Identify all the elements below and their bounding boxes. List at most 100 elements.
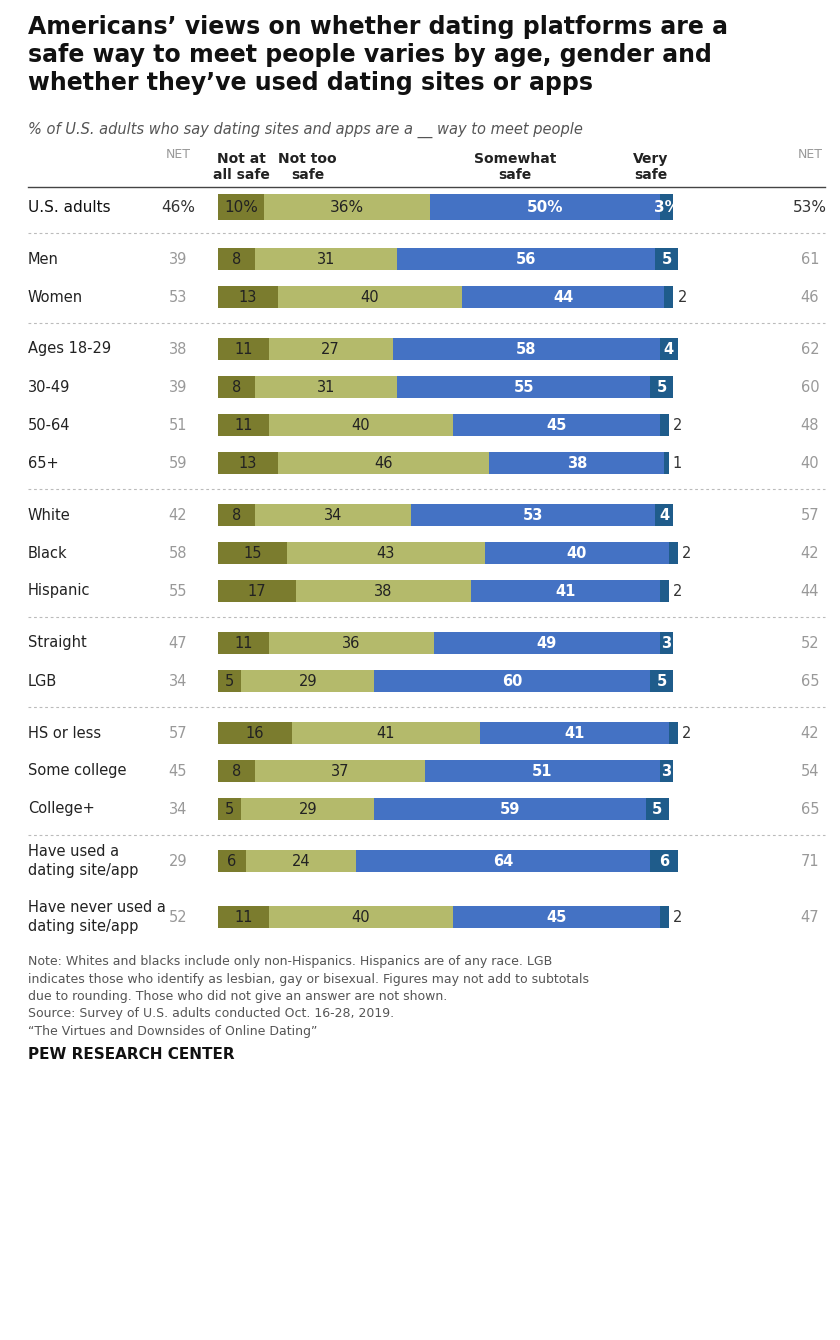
Text: 64: 64 [493,854,513,868]
Text: 2: 2 [682,545,691,560]
Text: 11: 11 [234,635,253,650]
Text: 43: 43 [376,545,395,560]
Text: 3: 3 [661,635,671,650]
Bar [650,670,674,691]
Bar [264,194,429,220]
Text: 65+: 65+ [28,456,59,470]
Text: 27: 27 [322,342,340,356]
Text: 65: 65 [801,674,819,689]
Text: 51: 51 [532,764,553,779]
Text: 38: 38 [375,583,393,599]
Bar [218,248,255,269]
Text: 53: 53 [523,508,543,523]
Text: 46%: 46% [161,200,195,214]
Bar [269,906,453,929]
Bar [218,377,255,398]
Bar [646,799,669,820]
Text: 40: 40 [351,910,370,925]
Bar [241,670,375,691]
Text: 62: 62 [801,342,819,356]
Text: 6: 6 [227,854,236,868]
Text: 53%: 53% [793,200,827,214]
Text: 40: 40 [567,545,587,560]
Bar [485,541,669,564]
Text: 48: 48 [801,418,819,433]
Text: 16: 16 [245,725,264,741]
Text: NET: NET [165,147,191,161]
Bar [659,580,669,602]
Text: 58: 58 [516,342,537,356]
Bar [397,248,655,269]
Bar [659,632,674,654]
Text: 31: 31 [317,379,335,394]
Text: 57: 57 [169,725,187,741]
Bar [669,541,678,564]
Bar [269,338,393,360]
Text: 1: 1 [673,456,682,470]
Text: 41: 41 [555,583,575,599]
Text: Some college: Some college [28,764,127,779]
Text: 55: 55 [513,379,534,394]
Text: Black: Black [28,545,68,560]
Bar [255,760,425,783]
Bar [218,504,255,527]
Text: 59: 59 [500,801,520,816]
Text: 71: 71 [801,854,819,868]
Text: 53: 53 [169,289,187,304]
Text: 8: 8 [232,508,241,523]
Bar [278,285,462,308]
Bar [218,760,255,783]
Text: 8: 8 [232,252,241,267]
Bar [664,285,674,308]
Bar [245,850,356,872]
Text: 61: 61 [801,252,819,267]
Bar [375,670,650,691]
Text: 57: 57 [801,508,819,523]
Text: 37: 37 [331,764,349,779]
Bar [393,338,659,360]
Bar [650,850,678,872]
Bar [218,414,269,436]
Text: 45: 45 [169,764,187,779]
Bar [425,760,659,783]
Text: 15: 15 [244,545,262,560]
Text: 56: 56 [516,252,537,267]
Text: PEW RESEARCH CENTER: PEW RESEARCH CENTER [28,1047,234,1063]
Bar [659,338,678,360]
Text: 40: 40 [801,456,819,470]
Text: 5: 5 [225,801,234,816]
Text: Note: Whites and blacks include only non-Hispanics. Hispanics are of any race. L: Note: Whites and blacks include only non… [28,955,589,1004]
Text: 34: 34 [169,674,187,689]
Text: U.S. adults: U.S. adults [28,200,111,214]
Bar [434,632,659,654]
Text: 11: 11 [234,910,253,925]
Bar [287,541,485,564]
Bar [218,670,241,691]
Text: 2: 2 [673,418,682,433]
Text: 8: 8 [232,379,241,394]
Text: 3%: 3% [654,200,680,214]
Bar [218,285,278,308]
Text: 8: 8 [232,764,241,779]
Bar [356,850,650,872]
Text: 36: 36 [342,635,360,650]
Text: 60: 60 [801,379,819,394]
Bar [218,452,278,474]
Bar [255,248,397,269]
Text: 11: 11 [234,418,253,433]
Bar [218,799,241,820]
Bar [375,799,646,820]
Text: 42: 42 [801,725,819,741]
Text: LGB: LGB [28,674,57,689]
Text: 10%: 10% [224,200,258,214]
Bar [659,906,669,929]
Text: 5: 5 [652,801,663,816]
Text: HS or less: HS or less [28,725,101,741]
Text: 31: 31 [317,252,335,267]
Bar [255,504,412,527]
Bar [480,722,669,744]
Text: 34: 34 [169,801,187,816]
Text: 59: 59 [169,456,187,470]
Text: College+: College+ [28,801,95,816]
Text: Have never used a
dating site/app: Have never used a dating site/app [28,900,165,934]
